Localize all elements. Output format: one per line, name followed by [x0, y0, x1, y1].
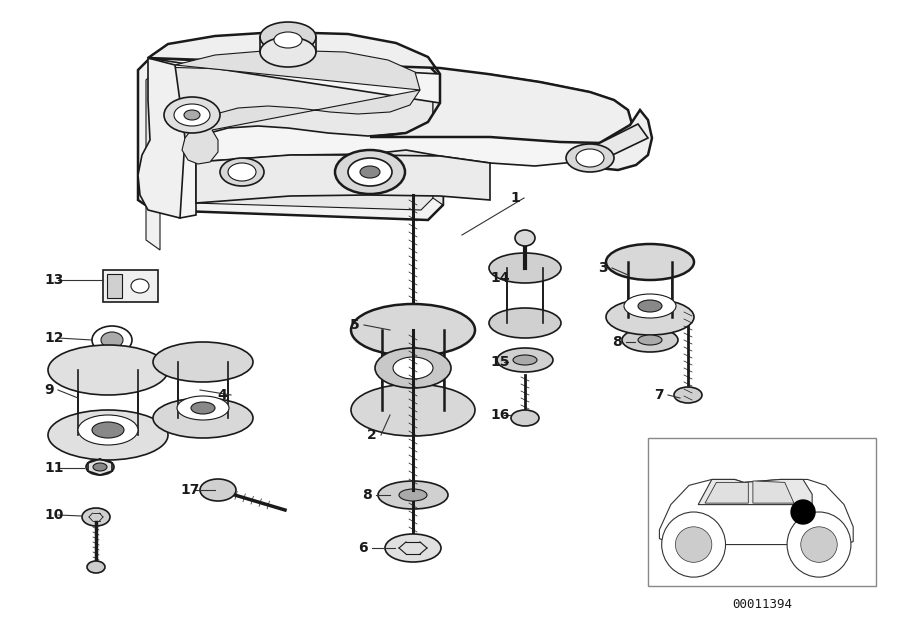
- Polygon shape: [138, 55, 443, 220]
- Polygon shape: [382, 330, 444, 410]
- Ellipse shape: [513, 355, 537, 365]
- Text: 8: 8: [362, 488, 372, 502]
- Polygon shape: [590, 124, 648, 162]
- Text: 16: 16: [490, 408, 509, 422]
- Ellipse shape: [638, 300, 662, 312]
- Ellipse shape: [360, 166, 380, 178]
- Ellipse shape: [177, 396, 229, 420]
- Ellipse shape: [87, 561, 105, 573]
- Polygon shape: [148, 58, 632, 218]
- Ellipse shape: [228, 163, 256, 181]
- Ellipse shape: [624, 294, 676, 318]
- Ellipse shape: [131, 279, 149, 293]
- Bar: [107, 274, 122, 298]
- Ellipse shape: [78, 415, 138, 445]
- Ellipse shape: [489, 308, 561, 338]
- Polygon shape: [628, 260, 672, 317]
- Text: 5: 5: [350, 318, 360, 332]
- Polygon shape: [705, 482, 748, 503]
- Ellipse shape: [335, 150, 405, 194]
- Ellipse shape: [48, 345, 168, 395]
- Ellipse shape: [515, 230, 535, 246]
- Ellipse shape: [184, 110, 200, 120]
- Polygon shape: [146, 192, 160, 250]
- Ellipse shape: [566, 144, 614, 172]
- Ellipse shape: [92, 326, 132, 354]
- Circle shape: [791, 500, 815, 524]
- Text: 6: 6: [358, 541, 367, 555]
- Polygon shape: [178, 362, 228, 418]
- Ellipse shape: [375, 348, 451, 388]
- Ellipse shape: [801, 527, 837, 562]
- Text: 11: 11: [44, 461, 64, 475]
- Polygon shape: [433, 80, 443, 205]
- Text: 12: 12: [44, 331, 64, 345]
- Ellipse shape: [511, 410, 539, 426]
- Ellipse shape: [674, 387, 702, 403]
- Text: 14: 14: [490, 271, 509, 285]
- Polygon shape: [507, 268, 543, 323]
- Ellipse shape: [385, 534, 441, 562]
- Ellipse shape: [606, 244, 694, 280]
- Text: 1: 1: [510, 191, 520, 205]
- Polygon shape: [753, 481, 794, 503]
- Bar: [103, 270, 158, 302]
- Ellipse shape: [260, 22, 316, 52]
- Ellipse shape: [393, 357, 433, 379]
- Ellipse shape: [48, 410, 168, 460]
- Ellipse shape: [86, 459, 114, 475]
- Ellipse shape: [622, 328, 678, 352]
- Polygon shape: [660, 480, 853, 545]
- Text: 7: 7: [654, 388, 663, 402]
- Ellipse shape: [153, 398, 253, 438]
- Ellipse shape: [164, 97, 220, 133]
- Ellipse shape: [260, 37, 316, 67]
- Text: 2: 2: [367, 428, 377, 442]
- Ellipse shape: [348, 158, 392, 186]
- Polygon shape: [175, 50, 420, 164]
- Ellipse shape: [82, 508, 110, 526]
- Ellipse shape: [174, 104, 210, 126]
- Text: 9: 9: [44, 383, 54, 397]
- Polygon shape: [698, 480, 812, 505]
- Polygon shape: [146, 67, 433, 210]
- Text: 3: 3: [598, 261, 608, 275]
- Ellipse shape: [399, 489, 427, 501]
- Ellipse shape: [351, 384, 475, 436]
- Ellipse shape: [606, 299, 694, 335]
- Ellipse shape: [638, 335, 662, 345]
- Polygon shape: [196, 155, 490, 203]
- Ellipse shape: [220, 158, 264, 186]
- Text: 00011394: 00011394: [732, 598, 792, 610]
- Text: 8: 8: [612, 335, 622, 349]
- Ellipse shape: [576, 149, 604, 167]
- Ellipse shape: [93, 463, 107, 471]
- Ellipse shape: [200, 479, 236, 501]
- Polygon shape: [148, 32, 632, 143]
- Ellipse shape: [274, 32, 302, 48]
- Text: 15: 15: [490, 355, 509, 369]
- Text: 4: 4: [217, 388, 227, 402]
- Polygon shape: [578, 110, 652, 170]
- Text: 17: 17: [180, 483, 200, 497]
- Ellipse shape: [378, 481, 448, 509]
- Polygon shape: [138, 58, 185, 218]
- Ellipse shape: [489, 253, 561, 283]
- Bar: [648, 438, 876, 586]
- Polygon shape: [78, 370, 138, 435]
- Ellipse shape: [191, 402, 215, 414]
- Ellipse shape: [101, 332, 123, 348]
- Ellipse shape: [497, 348, 553, 372]
- Text: 13: 13: [44, 273, 63, 287]
- Text: 10: 10: [44, 508, 63, 522]
- Ellipse shape: [675, 527, 712, 562]
- Ellipse shape: [662, 512, 725, 577]
- Ellipse shape: [351, 304, 475, 356]
- Ellipse shape: [788, 512, 850, 577]
- Ellipse shape: [153, 342, 253, 382]
- Ellipse shape: [92, 422, 124, 438]
